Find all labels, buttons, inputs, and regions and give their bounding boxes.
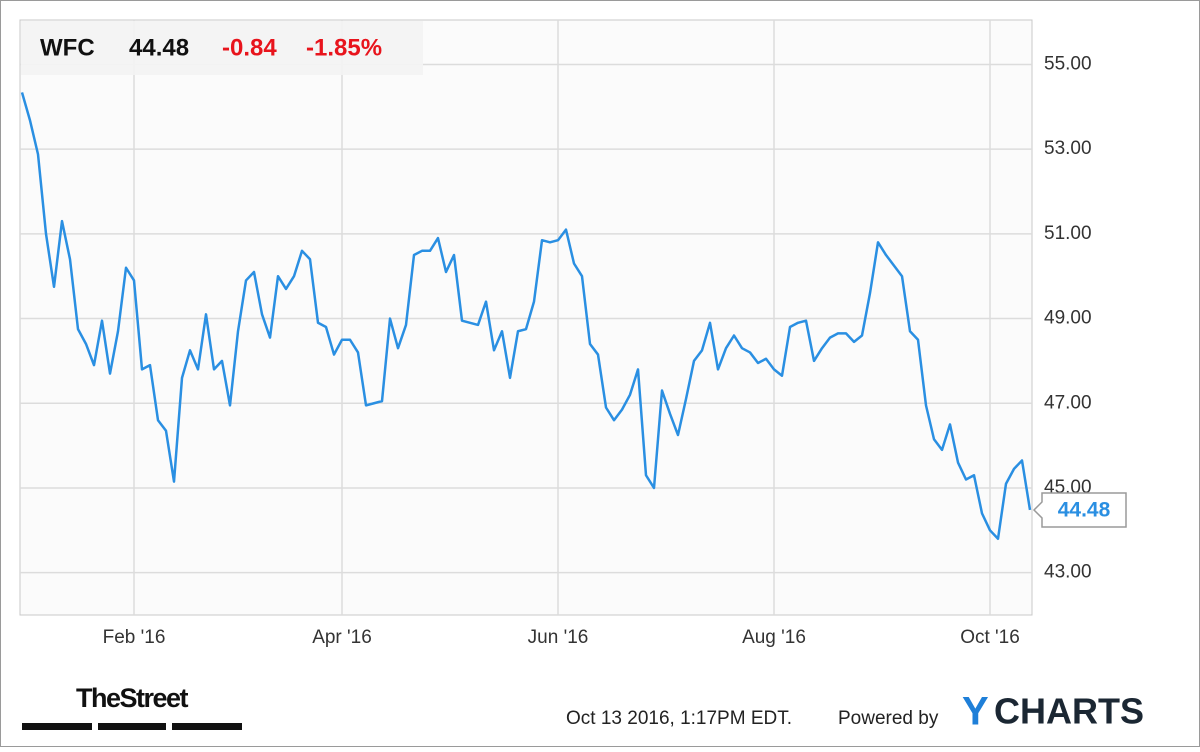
brand-name: CHARTS — [994, 691, 1144, 732]
powered-by: Powered by — [838, 708, 939, 729]
quote-box — [21, 21, 423, 75]
plot-area — [19, 19, 1033, 616]
y-tick-label: 49.00 — [1044, 308, 1092, 329]
y-tick-label: 47.00 — [1044, 392, 1092, 413]
marks — [20, 92, 1032, 541]
grid — [20, 20, 1032, 615]
x-tick-label: Apr '16 — [312, 627, 372, 648]
y-tick-label: 53.00 — [1044, 138, 1092, 159]
logo-bar — [22, 723, 92, 730]
last-value-flag — [1032, 492, 1127, 528]
x-tick-label: Jun '16 — [528, 627, 589, 648]
y-tick-label: 43.00 — [1044, 562, 1092, 583]
x-tick-label: Aug '16 — [742, 627, 806, 648]
logo-bar — [172, 723, 242, 730]
change: -0.84 — [222, 34, 277, 61]
publisher-logo: TheStreet — [76, 683, 189, 713]
y-tick-label: 55.00 — [1044, 53, 1092, 74]
y-tick-label: 51.00 — [1044, 223, 1092, 244]
brand-initial: Y — [962, 690, 989, 734]
symbol: WFC — [40, 34, 95, 61]
x-tick-label: Oct '16 — [960, 627, 1020, 648]
last-value-label: 44.48 — [1058, 499, 1111, 522]
change-percent: -1.85% — [306, 34, 382, 61]
logo-bar — [98, 723, 166, 730]
timestamp: Oct 13 2016, 1:17PM EDT. — [566, 708, 792, 729]
price: 44.48 — [129, 34, 189, 61]
x-tick-label: Feb '16 — [103, 627, 166, 648]
price-line — [20, 92, 1032, 541]
